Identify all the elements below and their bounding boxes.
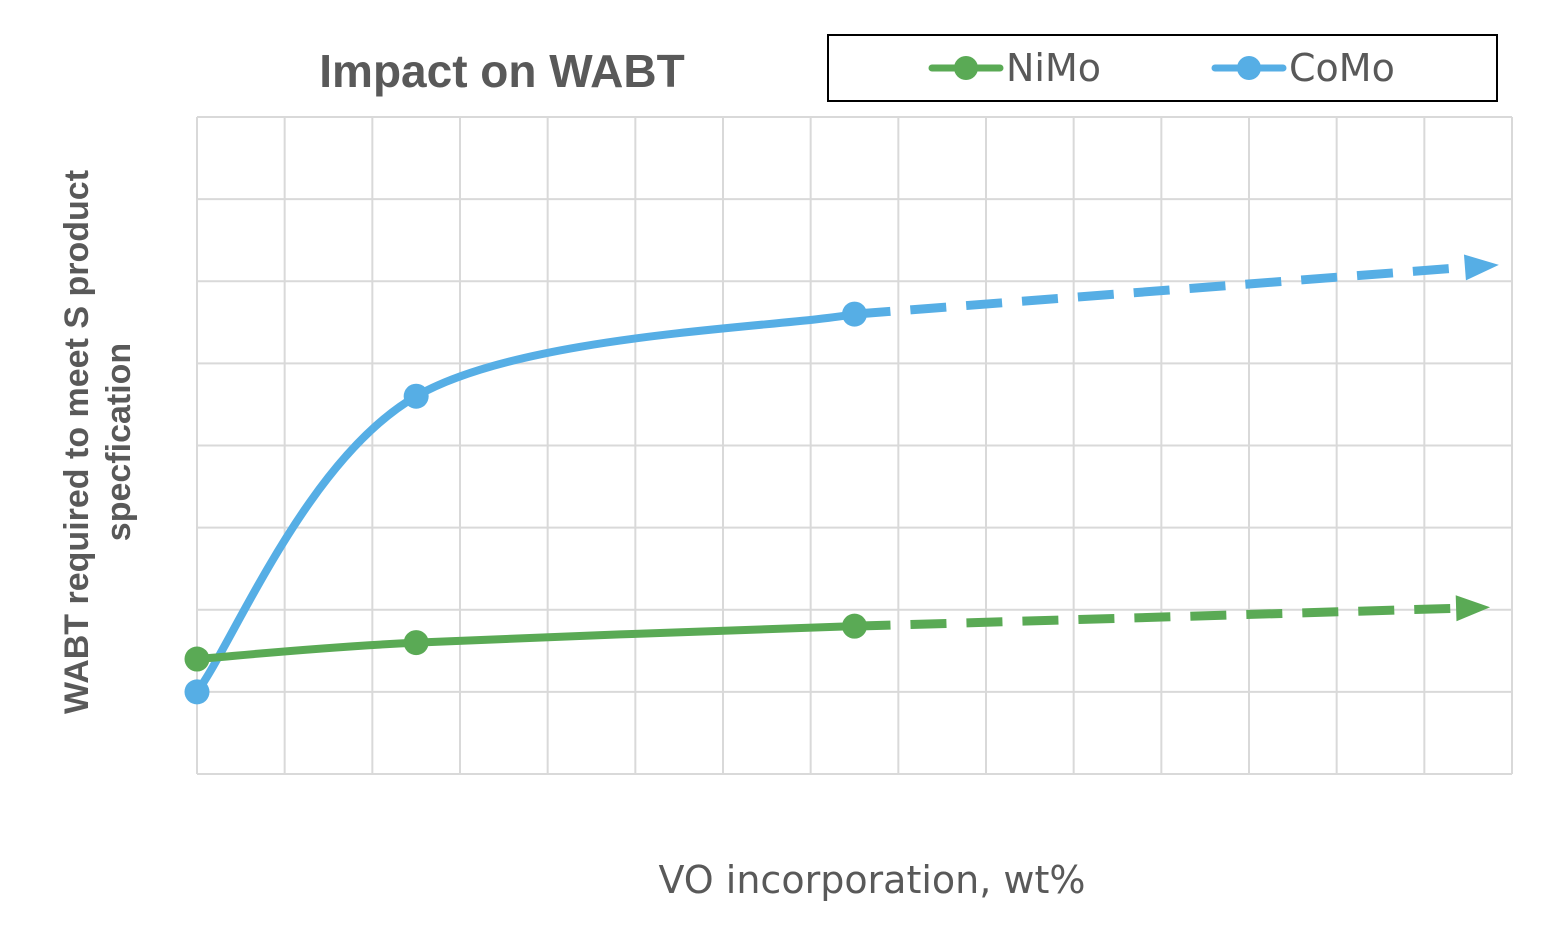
legend-item-como: CoMo xyxy=(1211,46,1395,90)
y-axis-label: WABT required to meet S product specfica… xyxy=(58,170,138,714)
data-point-nimo xyxy=(842,613,867,639)
chart-title: Impact on WABT xyxy=(319,45,684,97)
extrapolation-line-como xyxy=(854,262,1466,319)
series-layer xyxy=(184,254,1499,705)
legend-marker-como xyxy=(1237,56,1261,80)
legend-label-como: CoMo xyxy=(1289,46,1395,90)
y-axis-label-line-1: WABT required to meet S product xyxy=(58,170,96,714)
legend-item-nimo: NiMo xyxy=(928,46,1101,90)
y-axis-label-line-2: specfication xyxy=(100,343,138,541)
legend-box xyxy=(827,34,1498,102)
data-point-como xyxy=(842,301,867,327)
data-point-como xyxy=(184,679,210,705)
data-point-nimo xyxy=(184,646,210,672)
legend: NiMo CoMo xyxy=(827,34,1498,102)
legend-marker-nimo xyxy=(954,56,978,80)
data-point-como xyxy=(403,383,429,409)
data-point-nimo xyxy=(403,630,429,656)
extrapolation-arrow-como xyxy=(1463,254,1499,281)
extrapolation-line-nimo xyxy=(854,603,1457,631)
x-axis-label: VO incorporation, wt% xyxy=(658,858,1085,902)
grid xyxy=(196,116,1513,775)
series-line-nimo xyxy=(193,622,859,664)
extrapolation-arrow-nimo xyxy=(1455,595,1491,622)
legend-label-nimo: NiMo xyxy=(1006,46,1101,90)
